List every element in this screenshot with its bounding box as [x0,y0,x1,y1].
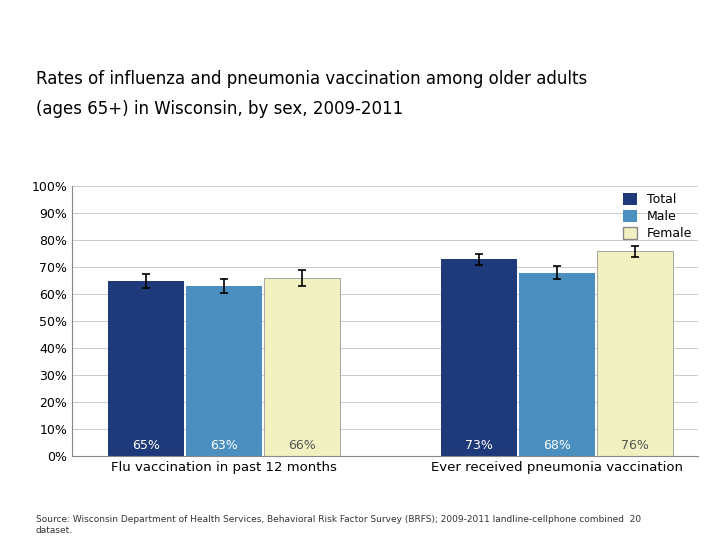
Text: Immunization among older adults: Immunization among older adults [453,10,711,25]
Bar [186,286,262,456]
Bar [597,251,673,456]
Bar [108,281,184,456]
Text: 73%: 73% [465,439,493,453]
Text: 76%: 76% [621,439,649,453]
Text: 63%: 63% [210,439,238,453]
Text: Rates of influenza and pneumonia vaccination among older adults: Rates of influenza and pneumonia vaccina… [36,70,588,88]
Legend: Total, Male, Female: Total, Male, Female [623,193,692,240]
Text: (ages 65+) in Wisconsin, by sex, 2009-2011: (ages 65+) in Wisconsin, by sex, 2009-20… [36,100,403,118]
Text: 68%: 68% [543,439,571,453]
Text: Source: Wisconsin Department of Health Services, Behavioral Risk Factor Survey (: Source: Wisconsin Department of Health S… [36,515,641,535]
Bar [518,273,595,456]
Bar [264,278,340,456]
Bar [441,259,517,456]
Text: 65%: 65% [132,439,161,453]
Text: 66%: 66% [288,439,316,453]
Text: COMMUNICABLE DISEASE: COMMUNICABLE DISEASE [9,10,226,25]
